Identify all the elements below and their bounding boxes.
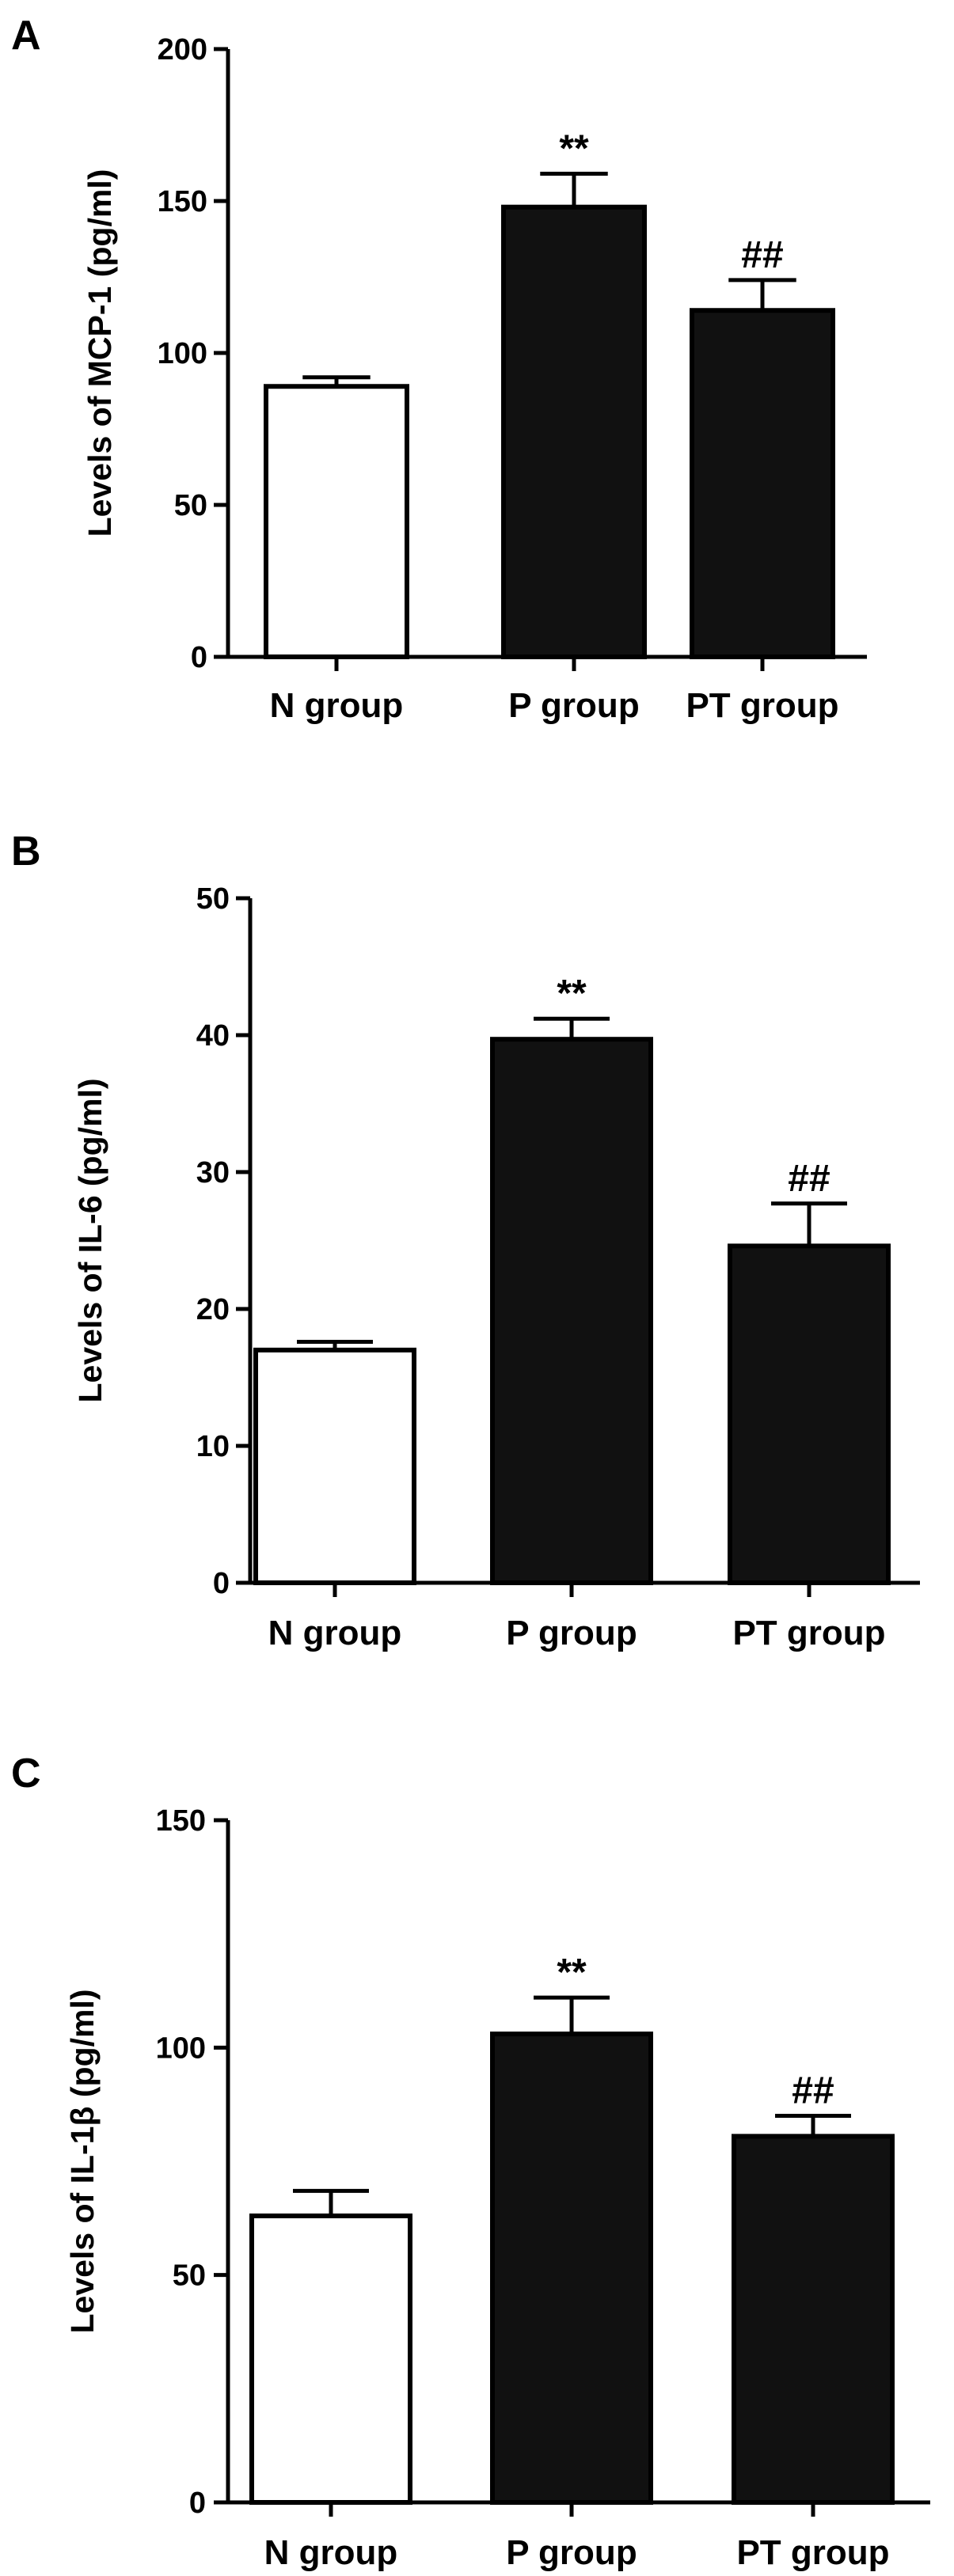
y-tick-label: 40 — [196, 1019, 230, 1053]
chart-panel-c: C 0 50 100 150 Levels of IL-1β (pg/ml) N group… — [11, 1751, 930, 2572]
panel-letter: C — [11, 1751, 41, 1796]
y-tick-label: 200 — [158, 33, 207, 66]
x-tick-label: P group — [508, 686, 639, 725]
bar-p-group — [490, 1037, 653, 1585]
y-axis-label: Levels of IL-1β (pg/ml) — [64, 1989, 101, 2333]
bar-p-group — [501, 204, 647, 659]
significance-annotation: ## — [788, 1158, 830, 1200]
y-tick-label: 20 — [196, 1293, 230, 1326]
x-tick-label: N group — [264, 2533, 398, 2572]
y-tick-label: 0 — [189, 2487, 206, 2520]
panel-letter: B — [11, 829, 41, 874]
bar-pt-group — [690, 308, 835, 659]
x-tick-label: PT group — [686, 686, 838, 725]
x-tick-label: N group — [270, 686, 404, 725]
significance-annotation: ** — [557, 1952, 587, 1994]
x-tick-label: P group — [506, 1614, 637, 1652]
y-axis-label: Levels of MCP-1 (pg/ml) — [82, 169, 118, 537]
y-tick-label: 100 — [156, 2032, 206, 2065]
bar-n-group — [253, 1347, 416, 1586]
y-axis-label: Levels of IL-6 (pg/ml) — [72, 1078, 108, 1402]
y-tick-label: 30 — [196, 1156, 230, 1189]
bar-pt-group — [732, 2134, 895, 2505]
panel-letter: A — [11, 13, 41, 59]
x-tick-label: P group — [506, 2533, 637, 2572]
bar-pt-group — [728, 1243, 891, 1586]
y-tick-label: 0 — [213, 1567, 230, 1600]
bar-p-group — [490, 2032, 653, 2505]
y-tick-label: 50 — [196, 882, 230, 916]
y-tick-label: 100 — [158, 337, 207, 370]
significance-annotation: ## — [792, 2070, 834, 2112]
chart-panel-b: B 0 10 20 30 40 50 Levels of IL-6 (pg/ml) N grou… — [11, 829, 920, 1652]
y-tick-label: 50 — [173, 2259, 206, 2293]
chart-panel-a: A 0 50 100 150 200 Levels of MCP-1 (pg/ml) N gr… — [11, 13, 867, 725]
bar-n-group — [249, 2213, 412, 2505]
significance-annotation: ## — [741, 234, 783, 276]
y-tick-label: 150 — [158, 185, 207, 218]
significance-annotation: ** — [559, 127, 589, 169]
y-tick-label: 150 — [156, 1804, 206, 1838]
y-tick-label: 10 — [196, 1430, 230, 1463]
bar-n-group — [264, 384, 409, 659]
x-tick-label: PT group — [732, 1614, 885, 1652]
x-tick-label: PT group — [736, 2533, 889, 2572]
significance-annotation: ** — [557, 973, 587, 1015]
y-tick-label: 0 — [191, 641, 207, 674]
x-tick-label: N group — [268, 1614, 402, 1652]
y-tick-label: 50 — [174, 489, 207, 522]
